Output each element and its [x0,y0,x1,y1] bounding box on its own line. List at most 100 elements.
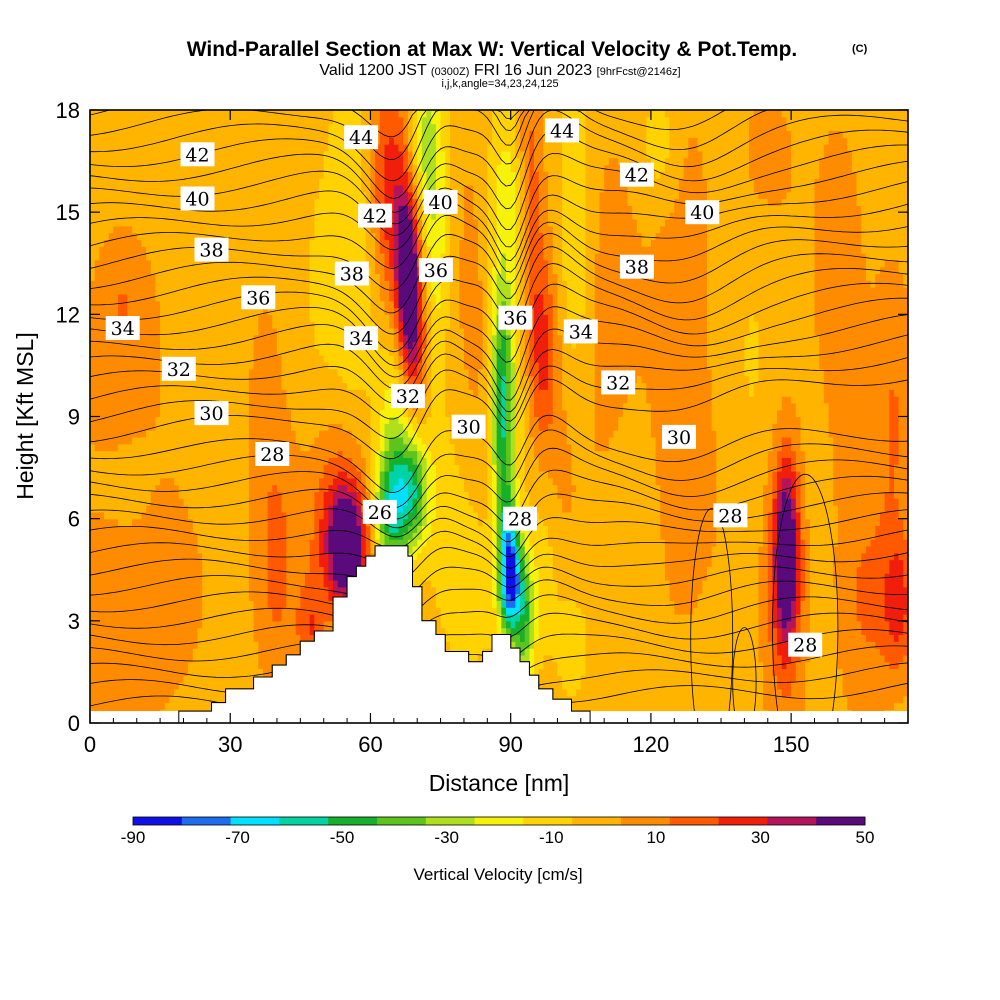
velocity-cell [337,450,344,458]
velocity-cell [122,566,128,574]
velocity-cell [108,430,114,438]
velocity-cell [127,634,133,642]
velocity-cell [122,620,128,629]
velocity-cell [267,654,273,663]
velocity-cell [164,634,171,642]
velocity-cell [216,532,222,540]
velocity-cell [104,212,110,220]
velocity-cell [239,545,245,554]
velocity-cell [136,287,143,295]
velocity-cell [160,566,166,574]
velocity-cell [262,436,269,445]
velocity-cell [169,239,175,247]
velocity-cell [94,702,100,710]
velocity-cell [127,443,133,452]
velocity-cell [290,253,297,261]
velocity-cell [300,634,306,642]
velocity-cell [94,368,100,377]
velocity-cell [118,191,124,200]
velocity-cell [160,246,166,254]
velocity-cell [230,634,236,642]
velocity-cell [234,280,241,288]
valid-date: FRI 16 Jun 2023 [474,62,592,79]
velocity-cell [262,430,269,438]
velocity-cell [225,593,231,601]
velocity-cell [319,178,325,186]
velocity-cell [104,607,110,615]
velocity-cell [108,157,114,166]
velocity-cell [174,341,180,349]
velocity-cell [253,545,259,554]
velocity-cell [220,627,227,636]
velocity-cell [174,559,180,567]
velocity-cell [323,355,329,363]
velocity-cell [267,110,273,118]
velocity-cell [314,239,320,247]
velocity-cell [99,327,105,336]
velocity-cell [118,280,124,288]
velocity-cell [253,225,259,234]
velocity-cell [337,348,344,356]
velocity-cell [104,137,110,145]
velocity-cell [309,164,315,172]
velocity-cell [132,539,138,547]
velocity-cell [220,362,227,370]
velocity-cell [333,457,339,465]
velocity-cell [206,654,213,663]
velocity-cell [104,382,110,390]
velocity-cell [202,307,208,315]
velocity-cell [206,178,213,186]
velocity-cell [183,484,189,493]
velocity-cell [267,218,273,227]
velocity-cell [94,273,100,281]
velocity-cell [118,218,124,227]
velocity-cell [328,545,334,554]
velocity-cell [286,579,292,588]
velocity-cell [183,314,189,322]
velocity-cell [211,491,217,499]
velocity-cell [276,559,283,567]
velocity-cell [104,552,110,561]
velocity-cell [206,436,213,445]
velocity-cell [174,511,180,520]
velocity-cell [244,620,250,629]
velocity-cell [99,218,105,227]
velocity-cell [281,641,287,649]
velocity-cell [183,327,189,336]
velocity-cell [220,498,227,506]
velocity-cell [192,682,199,690]
velocity-cell [267,191,273,200]
velocity-cell [136,225,143,234]
velocity-cell [290,123,297,132]
velocity-cell [122,688,128,697]
velocity-cell [309,423,315,431]
velocity-cell [272,539,278,547]
velocity-cell [319,246,325,254]
velocity-cell [174,518,180,527]
velocity-cell [99,225,105,234]
velocity-cell [234,355,241,363]
velocity-cell [150,498,157,506]
velocity-cell [113,362,119,370]
velocity-cell [300,110,306,118]
velocity-cell [319,477,325,486]
velocity-cell [347,464,353,472]
velocity-cell [333,314,339,322]
velocity-cell [258,362,264,370]
velocity-cell [262,314,269,322]
velocity-cell [305,246,311,254]
velocity-cell [178,648,185,656]
velocity-cell [108,184,114,193]
velocity-cell [178,695,185,704]
velocity-cell [258,184,264,193]
velocity-cell [342,232,348,241]
velocity-cell [155,566,161,574]
velocity-cell [230,402,236,411]
velocity-cell [90,573,96,581]
velocity-cell [239,259,245,268]
velocity-cell [216,525,222,533]
velocity-cell [197,232,203,241]
velocity-cell [239,470,245,479]
velocity-cell [323,314,329,322]
velocity-cell [202,648,208,656]
